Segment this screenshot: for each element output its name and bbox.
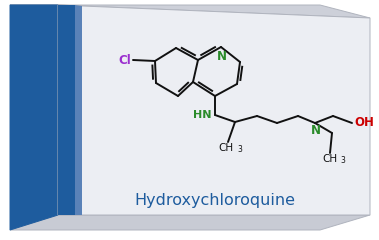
Polygon shape bbox=[58, 5, 370, 215]
Text: Hydroxychloroquine: Hydroxychloroquine bbox=[135, 193, 296, 209]
Polygon shape bbox=[10, 215, 370, 230]
Text: 3: 3 bbox=[340, 156, 345, 165]
Polygon shape bbox=[10, 5, 370, 18]
Text: OH: OH bbox=[354, 116, 374, 130]
Polygon shape bbox=[58, 5, 75, 215]
Polygon shape bbox=[75, 5, 82, 215]
Text: CH: CH bbox=[218, 143, 233, 153]
Text: CH: CH bbox=[323, 154, 338, 164]
Text: HN: HN bbox=[193, 110, 211, 120]
Text: N: N bbox=[311, 124, 321, 137]
Text: N: N bbox=[217, 50, 227, 63]
Text: Cl: Cl bbox=[118, 54, 131, 66]
Polygon shape bbox=[10, 5, 58, 230]
Text: 3: 3 bbox=[237, 145, 242, 154]
